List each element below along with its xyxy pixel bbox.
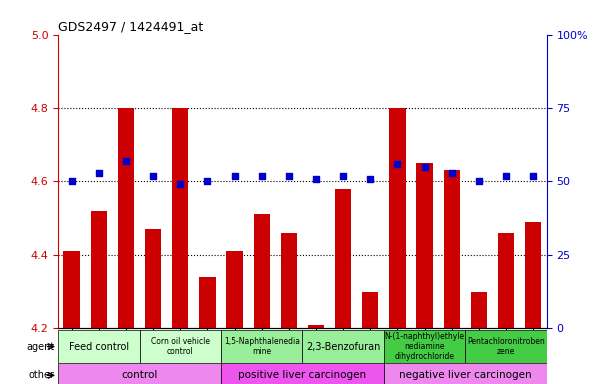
Bar bbox=[199, 277, 216, 328]
Text: other: other bbox=[29, 370, 55, 381]
Bar bbox=[389, 108, 406, 328]
Text: Feed control: Feed control bbox=[68, 341, 129, 352]
Text: negative liver carcinogen: negative liver carcinogen bbox=[399, 370, 532, 381]
Text: control: control bbox=[122, 370, 158, 381]
Bar bbox=[525, 222, 541, 328]
Bar bbox=[118, 108, 134, 328]
Text: GDS2497 / 1424491_at: GDS2497 / 1424491_at bbox=[58, 20, 203, 33]
Text: Corn oil vehicle
control: Corn oil vehicle control bbox=[151, 337, 210, 356]
Bar bbox=[498, 233, 514, 328]
Point bbox=[67, 179, 76, 185]
Bar bbox=[139, 330, 221, 363]
Point bbox=[501, 172, 511, 179]
Point bbox=[148, 172, 158, 179]
Point bbox=[420, 164, 430, 170]
Bar bbox=[308, 324, 324, 328]
Bar bbox=[172, 108, 188, 328]
Bar bbox=[221, 363, 384, 384]
Text: N-(1-naphthyl)ethyle
nediamine
dihydrochloride: N-(1-naphthyl)ethyle nediamine dihydroch… bbox=[384, 332, 465, 361]
Bar bbox=[221, 330, 302, 363]
Text: agent: agent bbox=[27, 341, 55, 352]
Point bbox=[338, 172, 348, 179]
Point bbox=[175, 181, 185, 187]
Bar bbox=[90, 211, 107, 328]
Point bbox=[94, 170, 104, 176]
Text: positive liver carcinogen: positive liver carcinogen bbox=[238, 370, 367, 381]
Bar bbox=[417, 163, 433, 328]
Bar bbox=[254, 215, 270, 328]
Bar bbox=[471, 291, 487, 328]
Point bbox=[311, 175, 321, 182]
Bar bbox=[302, 330, 384, 363]
Bar bbox=[58, 363, 221, 384]
Point bbox=[447, 170, 456, 176]
Text: Pentachloronitroben
zene: Pentachloronitroben zene bbox=[467, 337, 545, 356]
Point bbox=[284, 172, 294, 179]
Point bbox=[529, 172, 538, 179]
Point bbox=[474, 179, 484, 185]
Bar bbox=[58, 330, 139, 363]
Text: 2,3-Benzofuran: 2,3-Benzofuran bbox=[306, 341, 381, 352]
Point bbox=[202, 179, 212, 185]
Text: 1,5-Naphthalenedia
mine: 1,5-Naphthalenedia mine bbox=[224, 337, 300, 356]
Point bbox=[230, 172, 240, 179]
Point bbox=[121, 158, 131, 164]
Bar bbox=[145, 229, 161, 328]
Bar bbox=[335, 189, 351, 328]
Bar bbox=[384, 363, 547, 384]
Bar bbox=[384, 330, 466, 363]
Bar bbox=[444, 170, 460, 328]
Bar bbox=[466, 330, 547, 363]
Bar bbox=[280, 233, 297, 328]
Point bbox=[365, 175, 375, 182]
Bar bbox=[362, 291, 378, 328]
Point bbox=[257, 172, 266, 179]
Bar bbox=[64, 251, 80, 328]
Point bbox=[393, 161, 403, 167]
Bar bbox=[227, 251, 243, 328]
